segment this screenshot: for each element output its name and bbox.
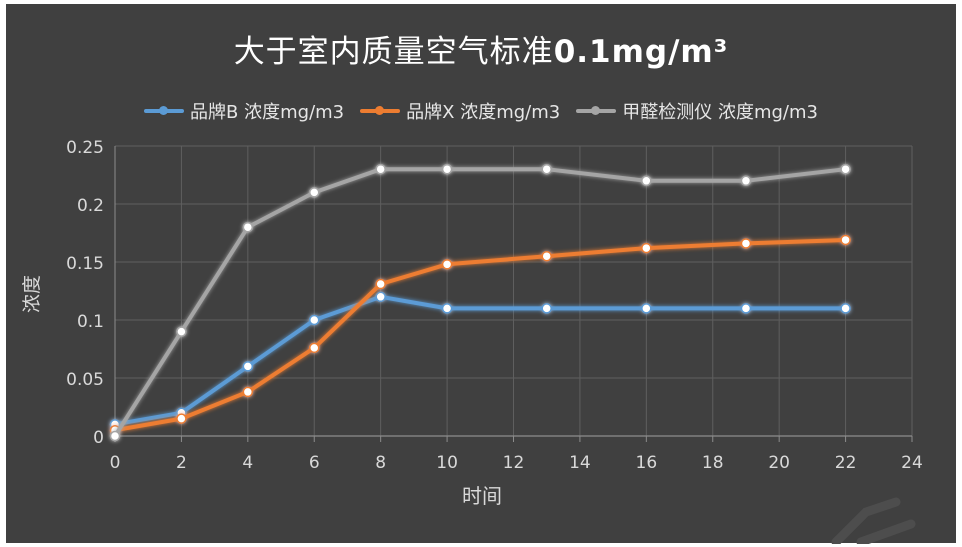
series-detector — [109, 163, 851, 442]
x-tick-label: 22 — [835, 453, 857, 473]
data-point-detector — [242, 221, 254, 233]
x-tick-label: 10 — [436, 453, 458, 473]
data-point-brand-x — [840, 234, 851, 246]
chart-title-value: 0.1mg/m³ — [553, 34, 729, 70]
chart-area: 大于室内质量空气标准0.1mg/m³ 品牌B 浓度mg/m3 品牌X 浓度mg/… — [6, 4, 956, 544]
data-point-detector — [441, 163, 453, 175]
axes: 00.050.10.150.20.250 2 4 6 8 10 12 14 16 18 20 22 24 — [66, 138, 923, 473]
watermark-mark — [831, 497, 916, 544]
data-point-brand-b — [242, 361, 254, 372]
y-tick-label: 0.1 — [77, 312, 104, 332]
data-point-brand-b — [840, 303, 851, 314]
data-point-brand-x — [309, 342, 320, 354]
series-lines — [109, 163, 851, 442]
data-point-detector — [109, 430, 121, 442]
chart-title: 大于室内质量空气标准0.1mg/m³ — [6, 26, 956, 71]
x-tick-label: 6 — [309, 453, 320, 473]
data-point-detector — [309, 187, 320, 198]
data-point-brand-x — [641, 242, 652, 254]
data-point-detector — [840, 163, 851, 175]
x-axis-title: 时间 — [462, 484, 502, 508]
data-point-brand-b — [309, 314, 320, 326]
data-point-brand-b — [375, 291, 386, 303]
y-axis-title: 浓度 — [21, 275, 43, 313]
x-tick-label: 16 — [636, 453, 658, 473]
data-point-brand-x — [441, 259, 453, 270]
legend-label-brand-b: 品牌B 浓度mg/m3 — [190, 102, 345, 123]
legend-item-brand-b: 品牌B 浓度mg/m3 — [144, 98, 344, 124]
data-point-detector — [541, 163, 552, 175]
chart-legend: 品牌B 浓度mg/m3 品牌X 浓度mg/m3 甲醛检测仪 浓度mg/m3 — [6, 98, 956, 124]
data-point-brand-x — [375, 278, 386, 290]
grid-lines — [114, 145, 913, 437]
x-tick-label: 2 — [176, 453, 187, 473]
x-tick-label: 12 — [503, 453, 525, 473]
data-point-brand-b — [740, 303, 752, 314]
data-point-brand-x — [541, 250, 552, 262]
y-tick-label: 0 — [93, 428, 104, 448]
x-tick-label: 14 — [569, 453, 591, 473]
legend-item-brand-x: 品牌X 浓度mg/m3 — [360, 98, 560, 124]
data-point-detector — [740, 175, 752, 187]
data-point-brand-x — [242, 386, 254, 398]
plot-area: 00.050.10.150.20.250 2 4 6 8 10 12 14 16 18 20 22 24… — [21, 138, 923, 508]
chart-title-main: 大于室内质量空气标准 — [233, 34, 554, 70]
series-line-detector — [113, 167, 848, 438]
data-point-brand-b — [541, 303, 552, 314]
y-tick-label: 0.2 — [77, 196, 104, 216]
x-tick-label: 4 — [242, 453, 253, 473]
x-tick-label: 8 — [375, 453, 386, 473]
data-point-brand-b — [641, 303, 652, 314]
data-point-brand-x — [176, 413, 187, 424]
x-tick-label: 24 — [901, 453, 923, 473]
legend-item-detector: 甲醛检测仪 浓度mg/m3 — [576, 98, 818, 124]
legend-swatch-brand-b — [144, 106, 185, 115]
data-point-detector — [176, 326, 187, 337]
data-point-brand-x — [740, 238, 752, 249]
legend-label-brand-x: 品牌X 浓度mg/m3 — [406, 102, 561, 123]
y-tick-label: 0.05 — [66, 370, 104, 390]
x-tick-label: 18 — [702, 453, 724, 473]
series-line-brand-x — [113, 238, 848, 433]
x-tick-label: 0 — [110, 453, 121, 473]
data-point-detector — [375, 163, 386, 175]
legend-swatch-detector — [576, 106, 617, 115]
x-tick-label: 20 — [768, 453, 790, 473]
series-brand-b — [109, 291, 851, 430]
legend-swatch-brand-x — [360, 106, 401, 115]
data-point-detector — [641, 175, 652, 187]
legend-label-detector: 甲醛检测仪 浓度mg/m3 — [622, 102, 818, 123]
y-tick-label: 0.25 — [66, 138, 104, 158]
data-point-brand-b — [441, 303, 453, 314]
series-brand-x — [109, 234, 851, 436]
y-tick-label: 0.15 — [66, 254, 104, 274]
series-line-brand-b — [113, 294, 848, 427]
